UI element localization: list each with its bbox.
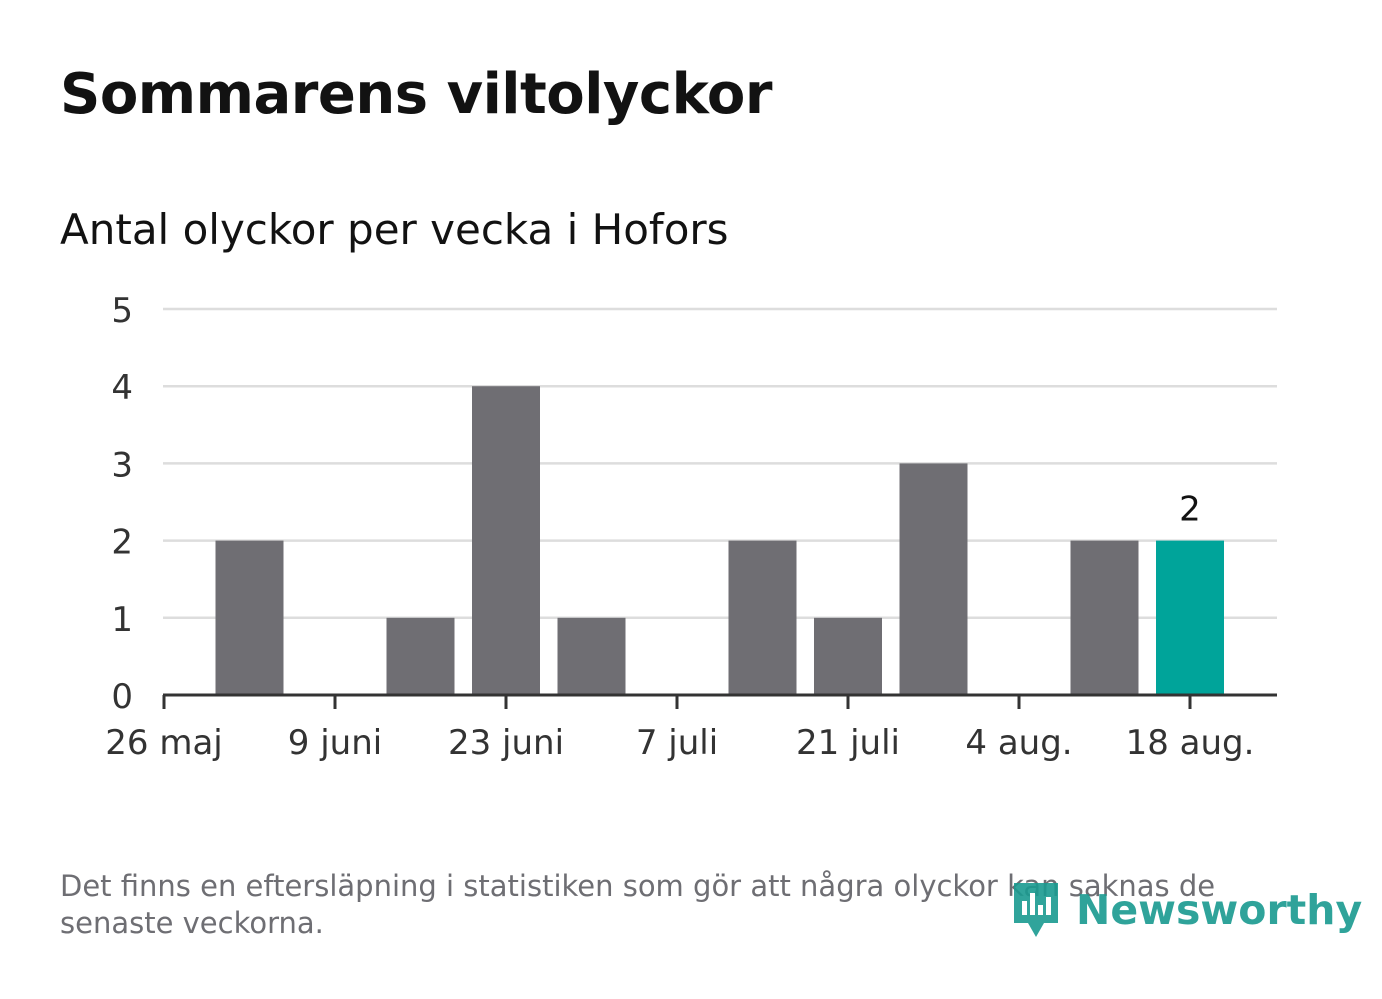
bar: [899, 463, 968, 695]
y-tick-label: 4: [111, 368, 133, 408]
brand-name: Newsworthy: [1076, 886, 1363, 934]
newsworthy-logo-icon: [1014, 883, 1058, 937]
y-tick-label: 3: [111, 445, 133, 485]
y-tick-label: 5: [111, 291, 133, 331]
bar: [472, 386, 540, 695]
data-label: 2: [1179, 490, 1201, 530]
y-tick-label: 1: [111, 600, 133, 640]
x-tick-label: 4 aug.: [965, 723, 1072, 763]
bar-chart: 0 1 2 3 4 5 2 26 maj 9 juni 23 juni 7 juli 21 juli 4…: [105, 291, 1277, 763]
x-tick-label: 18 aug.: [1126, 723, 1255, 763]
y-tick-label: 2: [111, 523, 133, 563]
x-tick-label: 21 juli: [796, 723, 900, 763]
brand-logo: Newsworthy: [1010, 878, 1362, 942]
bar: [215, 540, 284, 695]
x-tick-label: 9 juni: [288, 723, 382, 763]
x-tick-label: 26 maj: [105, 723, 222, 763]
chart-title: Sommarens viltolyckor: [60, 62, 772, 127]
bar: [728, 540, 797, 695]
bar: [814, 617, 882, 695]
bar: [386, 617, 455, 695]
chart-subtitle: Antal olyckor per vecka i Hofors: [60, 205, 729, 254]
highlight-bar: [1156, 540, 1224, 695]
y-tick-label: 0: [111, 677, 133, 717]
bar: [1070, 540, 1139, 695]
x-tick-label: 7 juli: [636, 723, 718, 763]
x-tick-label: 23 juni: [448, 723, 564, 763]
bar: [557, 617, 626, 695]
